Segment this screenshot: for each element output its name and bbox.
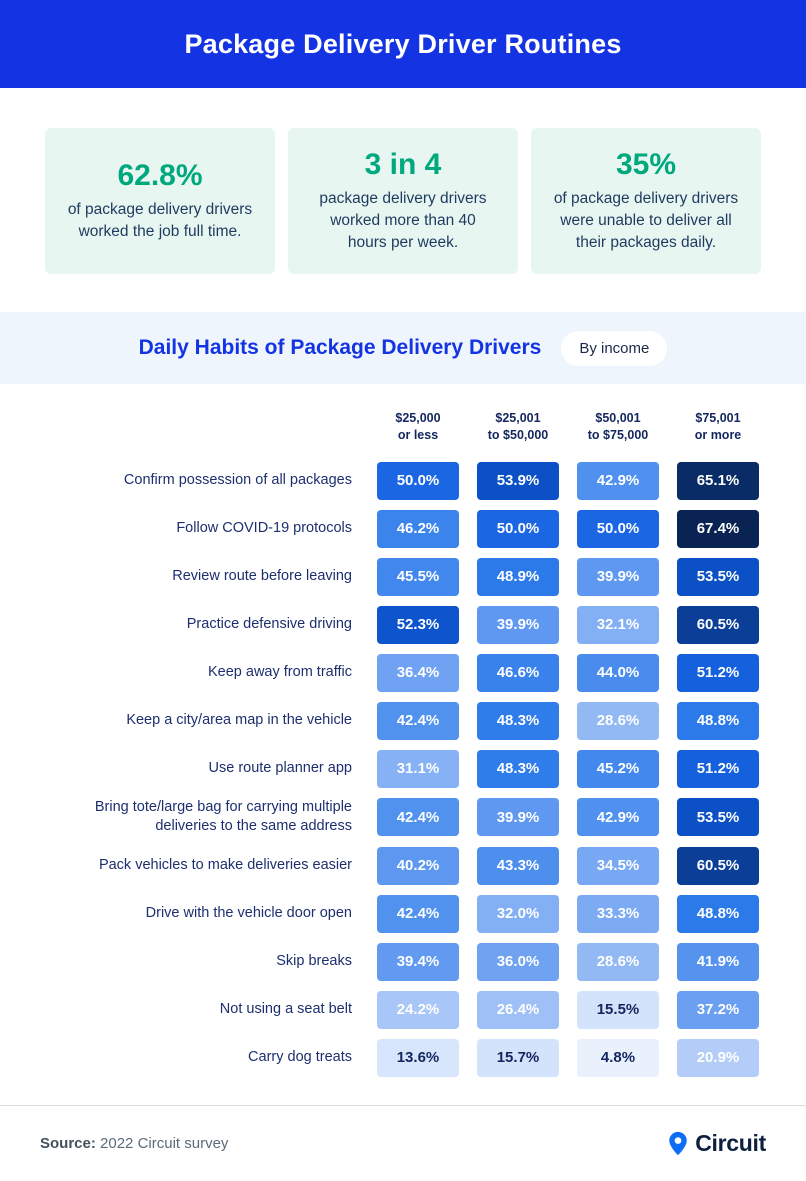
heatmap-cell: 50.0% bbox=[577, 509, 659, 548]
heatmap-cell: 65.1% bbox=[677, 461, 759, 500]
heatmap-cell: 26.4% bbox=[477, 990, 559, 1029]
heatmap-cell: 67.4% bbox=[677, 509, 759, 548]
footer: Source: 2022 Circuit survey Circuit bbox=[0, 1104, 806, 1181]
heatmap-cell: 48.8% bbox=[677, 894, 759, 933]
heatmap-cell: 42.4% bbox=[377, 894, 459, 933]
heatmap-cell: 42.4% bbox=[377, 701, 459, 740]
header-banner: Package Delivery Driver Routines bbox=[0, 0, 806, 88]
source-label: Source: bbox=[40, 1134, 96, 1152]
stat-value: 35% bbox=[615, 148, 677, 181]
row-label: Follow COVID-19 protocols bbox=[176, 519, 352, 536]
heatmap-cell: 50.0% bbox=[477, 509, 559, 548]
source-note: Source: 2022 Circuit survey bbox=[40, 1135, 228, 1152]
heatmap-cell: 45.2% bbox=[577, 749, 659, 788]
heatmap-cell: 20.9% bbox=[677, 1038, 759, 1077]
column-header: $25,000 or less bbox=[395, 411, 441, 442]
map-pin-icon bbox=[668, 1131, 688, 1156]
heatmap-cell: 53.9% bbox=[477, 461, 559, 500]
section-title: Daily Habits of Package Delivery Drivers bbox=[138, 336, 542, 359]
stat-value: 62.8% bbox=[117, 159, 203, 192]
page-title: Package Delivery Driver Routines bbox=[184, 28, 622, 59]
heatmap-cell: 15.5% bbox=[577, 990, 659, 1029]
heatmap-cell: 48.3% bbox=[477, 749, 559, 788]
heatmap-cell: 51.2% bbox=[677, 653, 759, 692]
brand-wordmark: Circuit bbox=[695, 1129, 766, 1156]
heatmap-cell: 15.7% bbox=[477, 1038, 559, 1077]
heatmap-chart: $25,000 or less $25,001 to $50,000 $50,001… bbox=[0, 384, 806, 1105]
heatmap-cell: 53.5% bbox=[677, 557, 759, 596]
heatmap-cell: 28.6% bbox=[577, 942, 659, 981]
stat-text: package delivery drivers worked more tha… bbox=[319, 190, 487, 251]
row-label: Carry dog treats bbox=[248, 1049, 352, 1066]
heatmap-cell: 50.0% bbox=[377, 461, 459, 500]
heatmap-cell: 60.5% bbox=[677, 605, 759, 644]
stat-text: of package delivery drivers worked the j… bbox=[67, 201, 253, 240]
section-header: Daily Habits of Package Delivery Drivers… bbox=[0, 312, 806, 384]
stat-text: of package delivery drivers were unable … bbox=[553, 190, 739, 251]
row-label: Pack vehicles to make deliveries easier bbox=[98, 857, 352, 874]
row-label: Practice defensive driving bbox=[186, 615, 352, 632]
circuit-logo: Circuit bbox=[668, 1130, 766, 1157]
row-label: Not using a seat belt bbox=[219, 1001, 352, 1018]
stat-card-full-time: 62.8% of package delivery drivers worked… bbox=[45, 128, 275, 274]
heatmap-cell: 60.5% bbox=[677, 846, 759, 885]
heatmap-cell: 39.9% bbox=[577, 557, 659, 596]
heatmap-cell: 43.3% bbox=[477, 846, 559, 885]
heatmap-grid: $25,000 or less $25,001 to $50,000 $50,001… bbox=[38, 410, 768, 1077]
heatmap-cell: 53.5% bbox=[677, 798, 759, 837]
heatmap-cell: 42.9% bbox=[577, 798, 659, 837]
heatmap-cell: 42.9% bbox=[577, 461, 659, 500]
heatmap-cell: 31.1% bbox=[377, 749, 459, 788]
heatmap-cell: 4.8% bbox=[577, 1038, 659, 1077]
heatmap-cell: 32.0% bbox=[477, 894, 559, 933]
heatmap-cell: 48.9% bbox=[477, 557, 559, 596]
heatmap-cell: 41.9% bbox=[677, 942, 759, 981]
source-text: 2022 Circuit survey bbox=[100, 1134, 229, 1152]
heatmap-cell: 48.8% bbox=[677, 701, 759, 740]
heatmap-cell: 39.9% bbox=[477, 605, 559, 644]
column-header: $25,001 to $50,000 bbox=[487, 411, 549, 442]
heatmap-cell: 13.6% bbox=[377, 1038, 459, 1077]
row-label: Drive with the vehicle door open bbox=[145, 905, 352, 922]
heatmap-cell: 51.2% bbox=[677, 749, 759, 788]
stat-value: 3 in 4 bbox=[364, 148, 442, 181]
heatmap-cell: 52.3% bbox=[377, 605, 459, 644]
heatmap-cell: 45.5% bbox=[377, 557, 459, 596]
heatmap-cell: 44.0% bbox=[577, 653, 659, 692]
heatmap-cell: 46.6% bbox=[477, 653, 559, 692]
heatmap-cell: 48.3% bbox=[477, 701, 559, 740]
heatmap-cell: 36.0% bbox=[477, 942, 559, 981]
heatmap-cell: 37.2% bbox=[677, 990, 759, 1029]
row-label: Keep a city/area map in the vehicle bbox=[126, 711, 352, 728]
heatmap-cell: 40.2% bbox=[377, 846, 459, 885]
by-income-badge: By income bbox=[561, 330, 668, 366]
heatmap-cell: 32.1% bbox=[577, 605, 659, 644]
row-label: Confirm possession of all packages bbox=[123, 471, 352, 488]
stat-card-hours: 3 in 4 package delivery drivers worked m… bbox=[288, 128, 518, 274]
heatmap-cell: 33.3% bbox=[577, 894, 659, 933]
heatmap-cell: 42.4% bbox=[377, 798, 459, 837]
heatmap-cell: 24.2% bbox=[377, 990, 459, 1029]
heatmap-cell: 34.5% bbox=[577, 846, 659, 885]
row-label: Use route planner app bbox=[208, 759, 353, 776]
column-header: $50,001 to $75,000 bbox=[587, 411, 649, 442]
row-label: Bring tote/large bag for carrying multip… bbox=[94, 798, 352, 835]
heatmap-cell: 39.9% bbox=[477, 798, 559, 837]
column-header: $75,001 or more bbox=[694, 411, 742, 442]
stat-card-undelivered: 35% of package delivery drivers were una… bbox=[531, 128, 761, 274]
row-label: Keep away from traffic bbox=[208, 663, 352, 680]
heatmap-cell: 46.2% bbox=[377, 509, 459, 548]
heatmap-cell: 36.4% bbox=[377, 653, 459, 692]
row-label: Skip breaks bbox=[276, 953, 352, 970]
heatmap-cell: 28.6% bbox=[577, 701, 659, 740]
heatmap-cell: 39.4% bbox=[377, 942, 459, 981]
row-label: Review route before leaving bbox=[172, 567, 352, 584]
stats-row: 62.8% of package delivery drivers worked… bbox=[0, 128, 806, 274]
